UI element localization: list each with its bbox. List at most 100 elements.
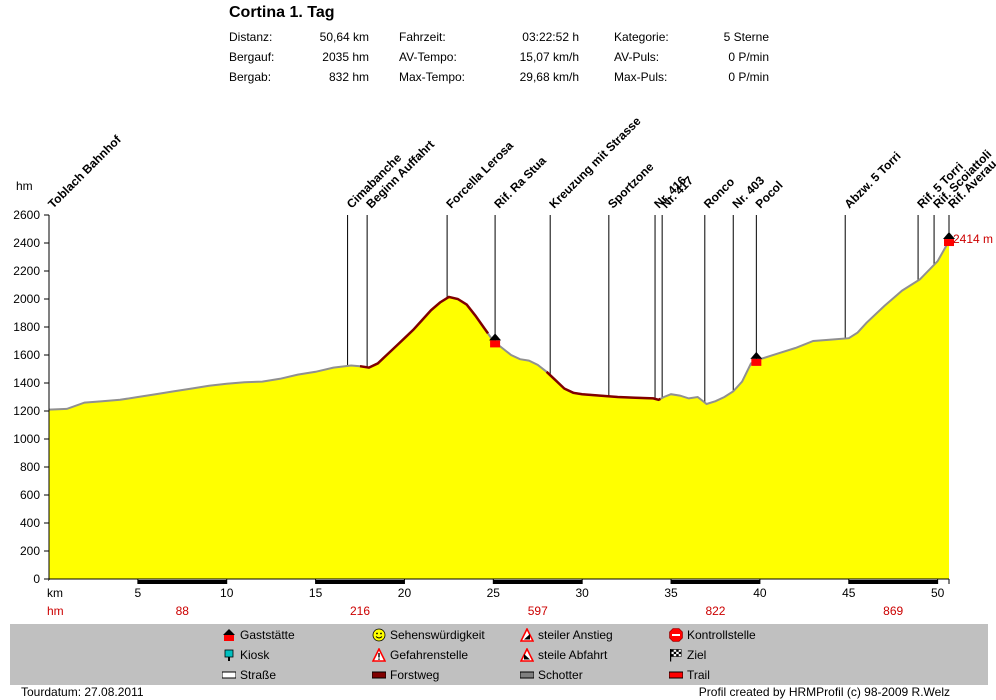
stat-value: 2035 hm (322, 50, 369, 64)
stat-label: Bergab: (229, 70, 272, 84)
surface-segment (848, 580, 938, 584)
forest-road-segment (545, 370, 661, 402)
restaurant-icon-base (490, 340, 501, 348)
restaurant-icon-base (944, 239, 954, 247)
y-tick-label: 1400 (13, 376, 40, 390)
y-tick-label: 600 (20, 488, 40, 502)
legend-label: steile Abfahrt (538, 648, 608, 662)
legend-label: Schotter (538, 668, 583, 682)
end-elevation-label: 2414 m (953, 232, 993, 246)
x-tick-label: 40 (753, 586, 767, 600)
y-tick-label: 400 (20, 516, 40, 530)
hm-cumulative-label: 88 (176, 604, 190, 618)
legend-label: Forstweg (390, 668, 440, 682)
danger-icon (372, 648, 386, 662)
legend-label: Gaststätte (240, 628, 295, 642)
stat-value: 832 hm (328, 70, 369, 84)
x-tick-label: 10 (220, 586, 234, 600)
hm-cumulative-label: 822 (705, 604, 725, 618)
x-axis-label: km (47, 586, 63, 600)
surface-segment (137, 580, 227, 584)
x-tick-label: 5 (135, 586, 142, 600)
x-tick-label: 35 (664, 586, 678, 600)
stat-label: AV-Tempo: (399, 50, 457, 64)
steep-climb-icon (520, 628, 534, 642)
legend-label: Sehenswürdigkeit (390, 628, 485, 642)
restaurant-icon (943, 232, 955, 240)
y-tick-label: 1000 (13, 432, 40, 446)
surface-segment (759, 580, 849, 584)
legend-label: Ziel (687, 648, 707, 662)
elevation-area (49, 241, 949, 579)
hm-cumulative-label: 216 (350, 604, 370, 618)
stat-value: 29,68 km/h (519, 70, 579, 84)
legend-label: steiler Anstieg (538, 628, 613, 642)
gravel-swatch (520, 671, 534, 679)
surface-segment (226, 580, 316, 584)
road-swatch (222, 671, 236, 679)
smiley-icon (372, 628, 386, 642)
x-tick-label: 50 (931, 586, 945, 600)
y-tick-label: 1600 (13, 348, 40, 362)
stat-value: 0 P/min (728, 50, 769, 64)
kiosk-icon (224, 649, 234, 661)
legend-label: Kontrollstelle (687, 628, 756, 642)
chart-title: Cortina 1. Tag (229, 4, 335, 21)
y-tick-label: 1200 (13, 404, 40, 418)
stat-value: 0 P/min (728, 70, 769, 84)
forest-road-swatch (372, 671, 386, 679)
restaurant-icon-base (751, 358, 762, 366)
surface-segment (404, 580, 494, 584)
stat-value: 15,07 km/h (519, 50, 579, 64)
legend-label: Gefahrenstelle (390, 648, 469, 662)
y-tick-label: 2200 (13, 264, 40, 278)
surface-segment (671, 580, 760, 584)
hm-row-label: hm (47, 604, 64, 618)
stop-icon (669, 628, 683, 642)
stat-label: Bergauf: (229, 50, 275, 64)
x-tick-label: 25 (487, 586, 501, 600)
legend-panel: Gaststätte Kiosk Straße Sehenswürdigkeit… (10, 624, 988, 685)
stat-label: Fahrzeit: (399, 30, 446, 44)
forest-road-segment (359, 295, 490, 369)
stat-label: Kategorie: (614, 30, 669, 44)
stat-label: Max-Puls: (614, 70, 668, 84)
stat-value: 03:22:52 h (522, 30, 579, 44)
stat-value: 5 Sterne (723, 30, 769, 44)
y-tick-label: 0 (33, 572, 40, 586)
y-tick-label: 2000 (13, 292, 40, 306)
restaurant-icon (489, 333, 502, 341)
y-tick-label: 1800 (13, 320, 40, 334)
y-tick-label: 2400 (13, 236, 40, 250)
y-tick-label: 200 (20, 544, 40, 558)
tour-date: Tourdatum: 27.08.2011 (21, 685, 144, 699)
x-tick-label: 15 (309, 586, 323, 600)
x-tick-label: 20 (398, 586, 412, 600)
trail-swatch (669, 671, 683, 679)
waypoint-label: Ronco (701, 175, 737, 211)
waypoint-label: Toblach Bahnhof (45, 132, 124, 211)
credit-line: Profil created by HRMProfil (c) 98-2009 … (698, 685, 950, 699)
x-tick-label: 30 (575, 586, 589, 600)
y-tick-label: 2600 (13, 208, 40, 222)
stat-value: 50,64 km (319, 30, 369, 44)
stat-label: Max-Tempo: (399, 70, 466, 84)
steep-descent-icon (520, 648, 534, 662)
y-axis-label: hm (16, 179, 33, 193)
elevation-profile-chart: 0 200 400 600 800 1000 1200 1400 1600 1800 2000 220… (13, 114, 996, 618)
restaurant-icon (750, 351, 763, 359)
surface-segment (582, 580, 672, 584)
legend-label: Kiosk (240, 648, 270, 662)
restaurant-icon (223, 629, 235, 641)
x-tick-label: 45 (842, 586, 856, 600)
stat-label: AV-Puls: (614, 50, 660, 64)
surface-segment (49, 580, 138, 584)
surface-segment (315, 580, 405, 584)
y-tick-label: 800 (20, 460, 40, 474)
finish-flag-icon (670, 649, 682, 662)
waypoint-label: Sportzone (605, 160, 657, 212)
hm-cumulative-label: 597 (528, 604, 548, 618)
hm-cumulative-label: 869 (883, 604, 903, 618)
waypoint-label: Abzw. 5 Torri (841, 149, 903, 211)
surface-segment (493, 580, 583, 584)
